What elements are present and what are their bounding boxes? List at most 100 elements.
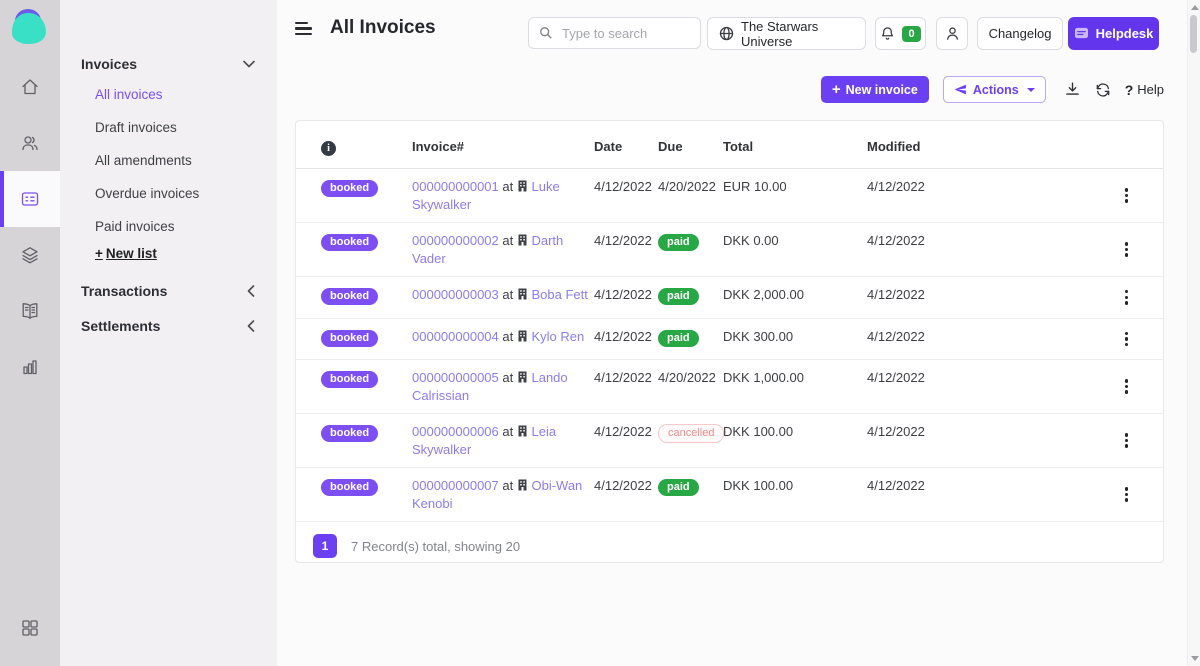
helpdesk-button[interactable]: Helpdesk	[1068, 17, 1159, 50]
customer-link[interactable]: Lando Calrissian	[412, 370, 568, 404]
logo-teal-shape	[12, 13, 46, 44]
sidebar-section-invoices[interactable]: Invoices	[60, 50, 277, 78]
kebab-menu-icon[interactable]	[1121, 184, 1132, 207]
layers-icon	[22, 247, 38, 264]
sidebar-item-overdue-invoices[interactable]: Overdue invoices	[95, 186, 200, 201]
sidebar-item-paid-invoices[interactable]: Paid invoices	[95, 219, 175, 234]
kebab-menu-icon[interactable]	[1121, 483, 1132, 506]
caret-down-icon	[1026, 87, 1035, 92]
search-box	[528, 17, 701, 49]
help-button[interactable]: ? Help	[1125, 82, 1164, 98]
kebab-menu-icon[interactable]	[1121, 328, 1132, 351]
invoice-number-link[interactable]: 000000000001	[412, 179, 499, 194]
customer-link[interactable]: Luke Skywalker	[412, 179, 560, 212]
invoice-number-link[interactable]: 000000000006	[412, 424, 499, 440]
invoice-due: 4/20/2022	[658, 370, 716, 386]
workspace-button[interactable]: The Starwars Universe	[707, 17, 866, 50]
building-icon	[517, 233, 528, 250]
new-invoice-button[interactable]: + New invoice	[820, 76, 929, 103]
icon-rail	[0, 0, 60, 666]
customer-link[interactable]: Obi-Wan Kenobi	[412, 478, 583, 512]
at-label: at	[502, 179, 514, 194]
column-header-modified[interactable]: Modified	[867, 139, 921, 154]
column-header-date[interactable]: Date	[594, 139, 623, 154]
sidebar-item-all-invoices[interactable]: All invoices	[95, 87, 163, 102]
kebab-menu-icon[interactable]	[1121, 375, 1132, 398]
rail-item-apps[interactable]	[0, 600, 60, 656]
table-row: booked 000000000004 at Kylo Ren 4/12/202…	[296, 319, 1163, 361]
download-button[interactable]	[1064, 81, 1081, 98]
chevron-left-icon	[247, 320, 255, 332]
customer-link[interactable]: Boba Fett	[531, 287, 588, 302]
invoice-number-link[interactable]: 000000000007	[412, 478, 499, 494]
rail-item-ledger[interactable]	[0, 283, 60, 339]
invoice-date: 4/12/2022	[594, 328, 652, 344]
sidebar-section-label: Transactions	[81, 283, 168, 299]
changelog-button[interactable]: Changelog	[977, 17, 1063, 50]
at-label: at	[502, 328, 514, 344]
paid-badge: paid	[658, 288, 699, 305]
home-icon	[22, 79, 38, 95]
kebab-menu-icon[interactable]	[1121, 238, 1132, 261]
top-bar: All Invoices The Starwars Universe 0	[277, 0, 1200, 58]
sidebar-section-transactions[interactable]: Transactions	[60, 277, 277, 305]
new-list-label: New list	[105, 246, 157, 261]
at-label: at	[502, 370, 514, 386]
column-header-total[interactable]: Total	[723, 139, 754, 154]
invoice-number-link[interactable]: 000000000003	[412, 287, 499, 302]
account-button[interactable]	[936, 17, 968, 50]
invoices-icon	[21, 192, 39, 206]
customer-link[interactable]: Darth Vader	[412, 233, 564, 266]
building-icon	[517, 179, 528, 196]
notifications-button[interactable]: 0	[875, 17, 926, 50]
building-icon	[517, 478, 528, 495]
cancelled-badge: cancelled	[658, 424, 725, 444]
rail-item-home[interactable]	[0, 59, 60, 115]
customer-link[interactable]: Leia Skywalker	[412, 424, 557, 458]
question-icon: ?	[1124, 81, 1134, 98]
app-logo[interactable]	[0, 0, 60, 58]
plus-icon: +	[831, 81, 841, 98]
actions-button[interactable]: Actions	[942, 76, 1046, 103]
chevron-left-icon	[247, 285, 255, 297]
at-label: at	[502, 287, 514, 302]
invoice-number-link[interactable]: 000000000004	[412, 328, 499, 344]
apps-grid-icon	[22, 620, 38, 636]
refresh-button[interactable]	[1095, 82, 1111, 98]
rail-item-plans[interactable]	[0, 227, 60, 283]
table-row: booked 000000000007 at Obi-Wan Kenobi 4/…	[296, 468, 1163, 523]
rail-item-reports[interactable]	[0, 339, 60, 395]
new-list-link[interactable]: + New list	[95, 246, 157, 261]
sidebar-section-settlements[interactable]: Settlements	[60, 312, 277, 340]
scroll-down-arrow[interactable]	[1190, 656, 1199, 661]
rail-item-invoices[interactable]	[0, 171, 60, 227]
kebab-menu-icon[interactable]	[1121, 286, 1132, 309]
download-icon	[1065, 82, 1079, 95]
customer-link[interactable]: Kylo Ren	[531, 328, 585, 344]
sidebar-item-all-amendments[interactable]: All amendments	[95, 153, 192, 168]
at-label: at	[502, 424, 514, 440]
paid-badge: paid	[658, 479, 699, 497]
invoice-cell: 000000000005 at Lando Calrissian	[412, 369, 594, 404]
page-title: All Invoices	[330, 17, 436, 38]
plus-icon: +	[95, 246, 103, 261]
info-icon[interactable]: i	[321, 141, 336, 156]
vertical-scrollbar[interactable]	[1187, 0, 1200, 666]
kebab-menu-icon[interactable]	[1121, 429, 1132, 452]
column-header-invoice[interactable]: Invoice#	[412, 139, 465, 154]
page-1-button[interactable]: 1	[313, 534, 337, 559]
scroll-up-arrow[interactable]	[1190, 5, 1199, 10]
search-input[interactable]	[560, 24, 690, 42]
sidebar-item-draft-invoices[interactable]: Draft invoices	[95, 120, 177, 135]
invoice-cell: 000000000007 at Obi-Wan Kenobi	[412, 477, 594, 512]
menu-icon[interactable]	[295, 22, 312, 35]
invoice-number-link[interactable]: 000000000005	[412, 370, 499, 386]
column-header-due[interactable]: Due	[658, 139, 683, 154]
rail-item-customers[interactable]	[0, 115, 60, 171]
invoice-date: 4/12/2022	[594, 287, 652, 302]
invoice-due: paid	[658, 477, 723, 497]
building-icon	[517, 370, 528, 387]
invoice-cell: 000000000004 at Kylo Ren	[412, 328, 594, 346]
scrollbar-thumb[interactable]	[1190, 15, 1197, 53]
invoice-number-link[interactable]: 000000000002	[412, 233, 499, 248]
